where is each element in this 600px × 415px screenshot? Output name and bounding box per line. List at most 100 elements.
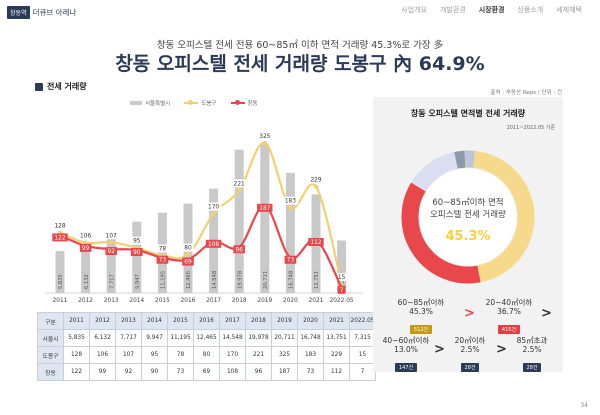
legend-swatch-dobong (184, 100, 199, 105)
x-tick-label: 2016 (181, 298, 196, 304)
table-cell: 80 (193, 346, 220, 364)
bar-value-label: 7,717 (109, 274, 115, 289)
bar-seoul (337, 240, 347, 293)
x-tick-label: 2012 (78, 298, 93, 304)
bar-value-label: 9,947 (135, 274, 141, 289)
panel-title: 창동 오피스텔 면적별 전세 거래량 (410, 109, 526, 118)
category-name: 60~85㎡이하 (397, 298, 445, 307)
nav-item-overview[interactable]: 사업개요 (401, 6, 427, 14)
table-row-dobong: 도봉구 128 106 107 95 78 80 170 221 325 183… (37, 346, 376, 364)
dobong-label-box (308, 175, 324, 184)
dobong-label-box (52, 221, 68, 230)
dobong-value-label: 107 (106, 233, 117, 239)
dobong-value-label: 106 (80, 234, 91, 240)
category-name: 20~40㎡이하 (485, 298, 533, 307)
table-header-cell: 2019 (271, 312, 298, 330)
area-panel: 창동 오피스텔 면적별 전세 거래량 2011~2022.05 기준 60~85… (373, 97, 563, 372)
dobong-value-label: 128 (54, 224, 65, 230)
table-cell: 19,978 (245, 329, 272, 347)
table-header-cell: 2018 (245, 312, 272, 330)
table-header-cell: 2011 (63, 312, 90, 330)
category-percent: 13.0% (394, 344, 418, 354)
table-cell: 183 (297, 346, 324, 364)
table-cell: 73 (297, 363, 324, 381)
panel-period: 2011~2022.05 기준 (506, 125, 555, 131)
bar-value-label: 12,465 (186, 271, 192, 289)
dobong-value-label: 78 (159, 246, 167, 252)
changdong-label-box (284, 255, 297, 264)
nav-item-product[interactable]: 상품소개 (517, 6, 544, 14)
page-title: 창동 오피스텔 전세 거래량 도봉구 內 64.9% (0, 49, 600, 76)
dobong-value-label: 221 (234, 181, 245, 187)
legend-label-seoul: 서울특별시 (145, 101, 171, 107)
category-percent: 45.3% (409, 306, 433, 316)
changdong-value-label: 96 (236, 247, 244, 253)
category-60-85: 60~85㎡이하 45.3% 512건 (391, 298, 451, 335)
legend-label-dobong: 도봉구 (201, 101, 217, 107)
table-cell: 5,835 (63, 329, 90, 347)
category-20-40: 20~40㎡이하 36.7% 415건 (479, 298, 539, 335)
changdong-label-box (233, 245, 245, 254)
changdong-value-label: 108 (208, 242, 219, 248)
top-nav: 사업개요 개발환경 시장환경 상품소개 세제혜택 (401, 5, 582, 15)
table-cell: 7,717 (115, 329, 142, 347)
changdong-label-box (308, 237, 324, 246)
legend-changdong: 창동 (230, 99, 258, 107)
dobong-label-box (205, 202, 222, 211)
bar-value-label: 5,835 (58, 274, 64, 289)
dobong-point (211, 211, 216, 216)
x-tick-label: 2017 (206, 298, 221, 304)
changdong-line (59, 204, 343, 289)
table-cell: 20,711 (271, 329, 298, 347)
page-subtitle: 창동 오피스텔 전세 전용 60~85㎡ 이하 면적 거래량 45.3%로 가장… (156, 40, 444, 51)
arrow-greater-icon: > (541, 306, 552, 321)
logo: 창동역 더큐브 아레나 (7, 5, 76, 19)
changdong-label-box (337, 285, 346, 294)
changdong-value-label: 73 (159, 258, 167, 264)
table-header-cell: 2015 (167, 312, 194, 330)
donut-slice (454, 150, 466, 169)
category-percent: 36.7% (497, 306, 521, 316)
nav-item-development[interactable]: 개발환경 (439, 6, 466, 14)
dobong-point (186, 252, 190, 257)
x-tick-label: 2011 (53, 298, 68, 304)
category-count-badge: 28건 (522, 363, 542, 372)
table-cell: 112 (323, 363, 350, 381)
bar-seoul (132, 221, 142, 293)
nav-item-market[interactable]: 시장환경 (478, 6, 505, 14)
nav-item-tax[interactable]: 세제혜택 (556, 6, 582, 14)
dobong-value-label: 229 (310, 178, 321, 184)
donut-center-label: 60~85㎡이하 면적 오피스텔 전세 거래량 (373, 197, 563, 221)
category-over-85: 85㎡초과 2.5% 28건 (507, 336, 557, 373)
bar-seoul (285, 172, 295, 293)
legend-swatch-bar (130, 101, 142, 105)
bar-value-label: 20,711 (263, 271, 269, 289)
table-cell: 128 (63, 346, 90, 364)
table-cell: 99 (89, 363, 116, 381)
table-cell: 16,748 (297, 329, 324, 347)
x-tick-label: 2019 (257, 298, 272, 304)
dobong-value-label: 325 (259, 134, 270, 140)
changdong-value-label: 122 (54, 235, 65, 241)
data-table: 구분 2011 2012 2013 2014 2015 2016 2017 20… (37, 312, 376, 381)
legend-seoul: 서울특별시 (130, 99, 170, 107)
table-cell: 12,465 (193, 329, 220, 347)
category-name: 20㎡이하 (454, 336, 486, 345)
donut-hole (419, 168, 517, 266)
dobong-label-box (156, 244, 169, 253)
table-cell: 7 (349, 363, 376, 381)
x-tick-label: 2020 (283, 298, 298, 304)
table-header-cell: 2012 (89, 312, 116, 330)
donut-center-value: 45.3% (445, 229, 491, 244)
table-cell: 106 (89, 346, 116, 364)
dobong-point (288, 205, 293, 210)
section-label: 전세 거래량 (35, 81, 87, 92)
dobong-label-box (182, 243, 194, 252)
category-under-20: 20㎡이하 2.5% 28건 (445, 336, 495, 373)
x-tick-label: 2021 (309, 298, 324, 304)
chart-legend: 서울특별시 도봉구 창동 (130, 99, 258, 107)
changdong-label-box (105, 247, 117, 256)
donut-slice (411, 151, 459, 192)
donut-slice (472, 150, 535, 283)
x-tick-label: 2022.05 (330, 298, 354, 304)
